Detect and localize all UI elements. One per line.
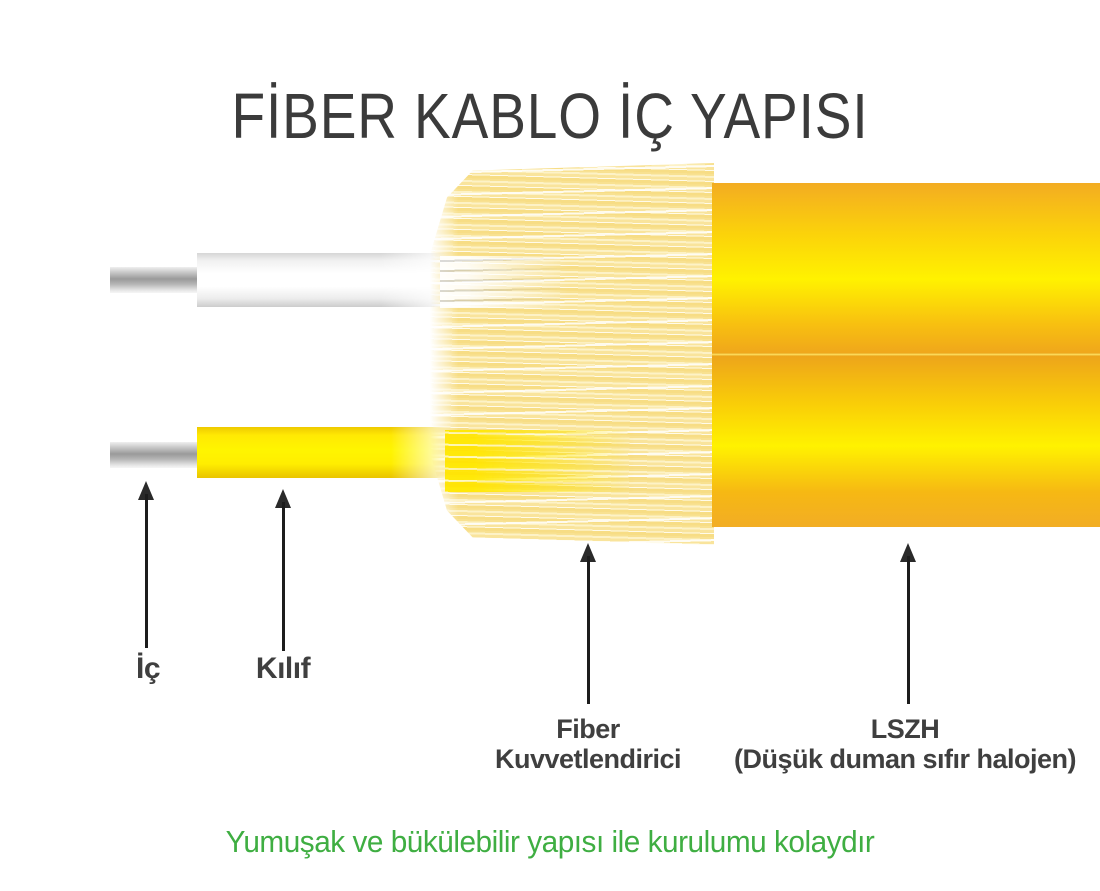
page-title: FİBER KABLO İÇ YAPISI xyxy=(231,79,869,152)
label-strength-line2: Kuvvetlendirici xyxy=(494,744,682,774)
label-strength-fiber: Fiber Kuvvetlendirici xyxy=(458,714,718,774)
arrowhead-up-icon xyxy=(580,543,596,562)
lszh-outer-jacket xyxy=(712,183,1100,527)
arrow-up-inner xyxy=(137,481,155,648)
arrow-line xyxy=(281,502,285,651)
arrowhead-up-icon xyxy=(138,481,154,500)
jacket-seam-line xyxy=(712,353,1100,356)
label-sheath: Kılıf xyxy=(255,652,311,685)
arrow-line xyxy=(144,494,148,648)
jacket-bottom-half xyxy=(712,355,1100,527)
arrow-up-strength-fiber xyxy=(579,543,597,704)
arrowhead-up-icon xyxy=(900,543,916,562)
label-lszh-jacket: LSZH (Düşük duman sıfır halojen) xyxy=(700,714,1100,774)
buffer-tube-yellow xyxy=(197,427,459,478)
arrow-up-sheath xyxy=(274,489,292,651)
inner-fiber-wire-top xyxy=(110,267,200,293)
label-strength-line1: Fiber xyxy=(556,714,620,744)
inner-fiber-wire-bottom xyxy=(110,442,200,468)
aramid-strength-fiber-fan xyxy=(430,163,714,545)
bottom-caption: Yumuşak ve bükülebilir yapısı ile kurulu… xyxy=(225,824,875,859)
label-jacket-line2: (Düşük duman sıfır halojen) xyxy=(733,744,1077,774)
arrowhead-up-icon xyxy=(275,489,291,508)
arrow-line xyxy=(586,556,590,704)
arrow-up-lszh-jacket xyxy=(899,543,917,704)
arrow-line xyxy=(906,556,910,704)
buffer-tube-white xyxy=(197,253,452,307)
label-inner-core: İç xyxy=(135,652,161,685)
jacket-top-half xyxy=(712,183,1100,355)
label-jacket-line1: LSZH xyxy=(870,714,940,744)
